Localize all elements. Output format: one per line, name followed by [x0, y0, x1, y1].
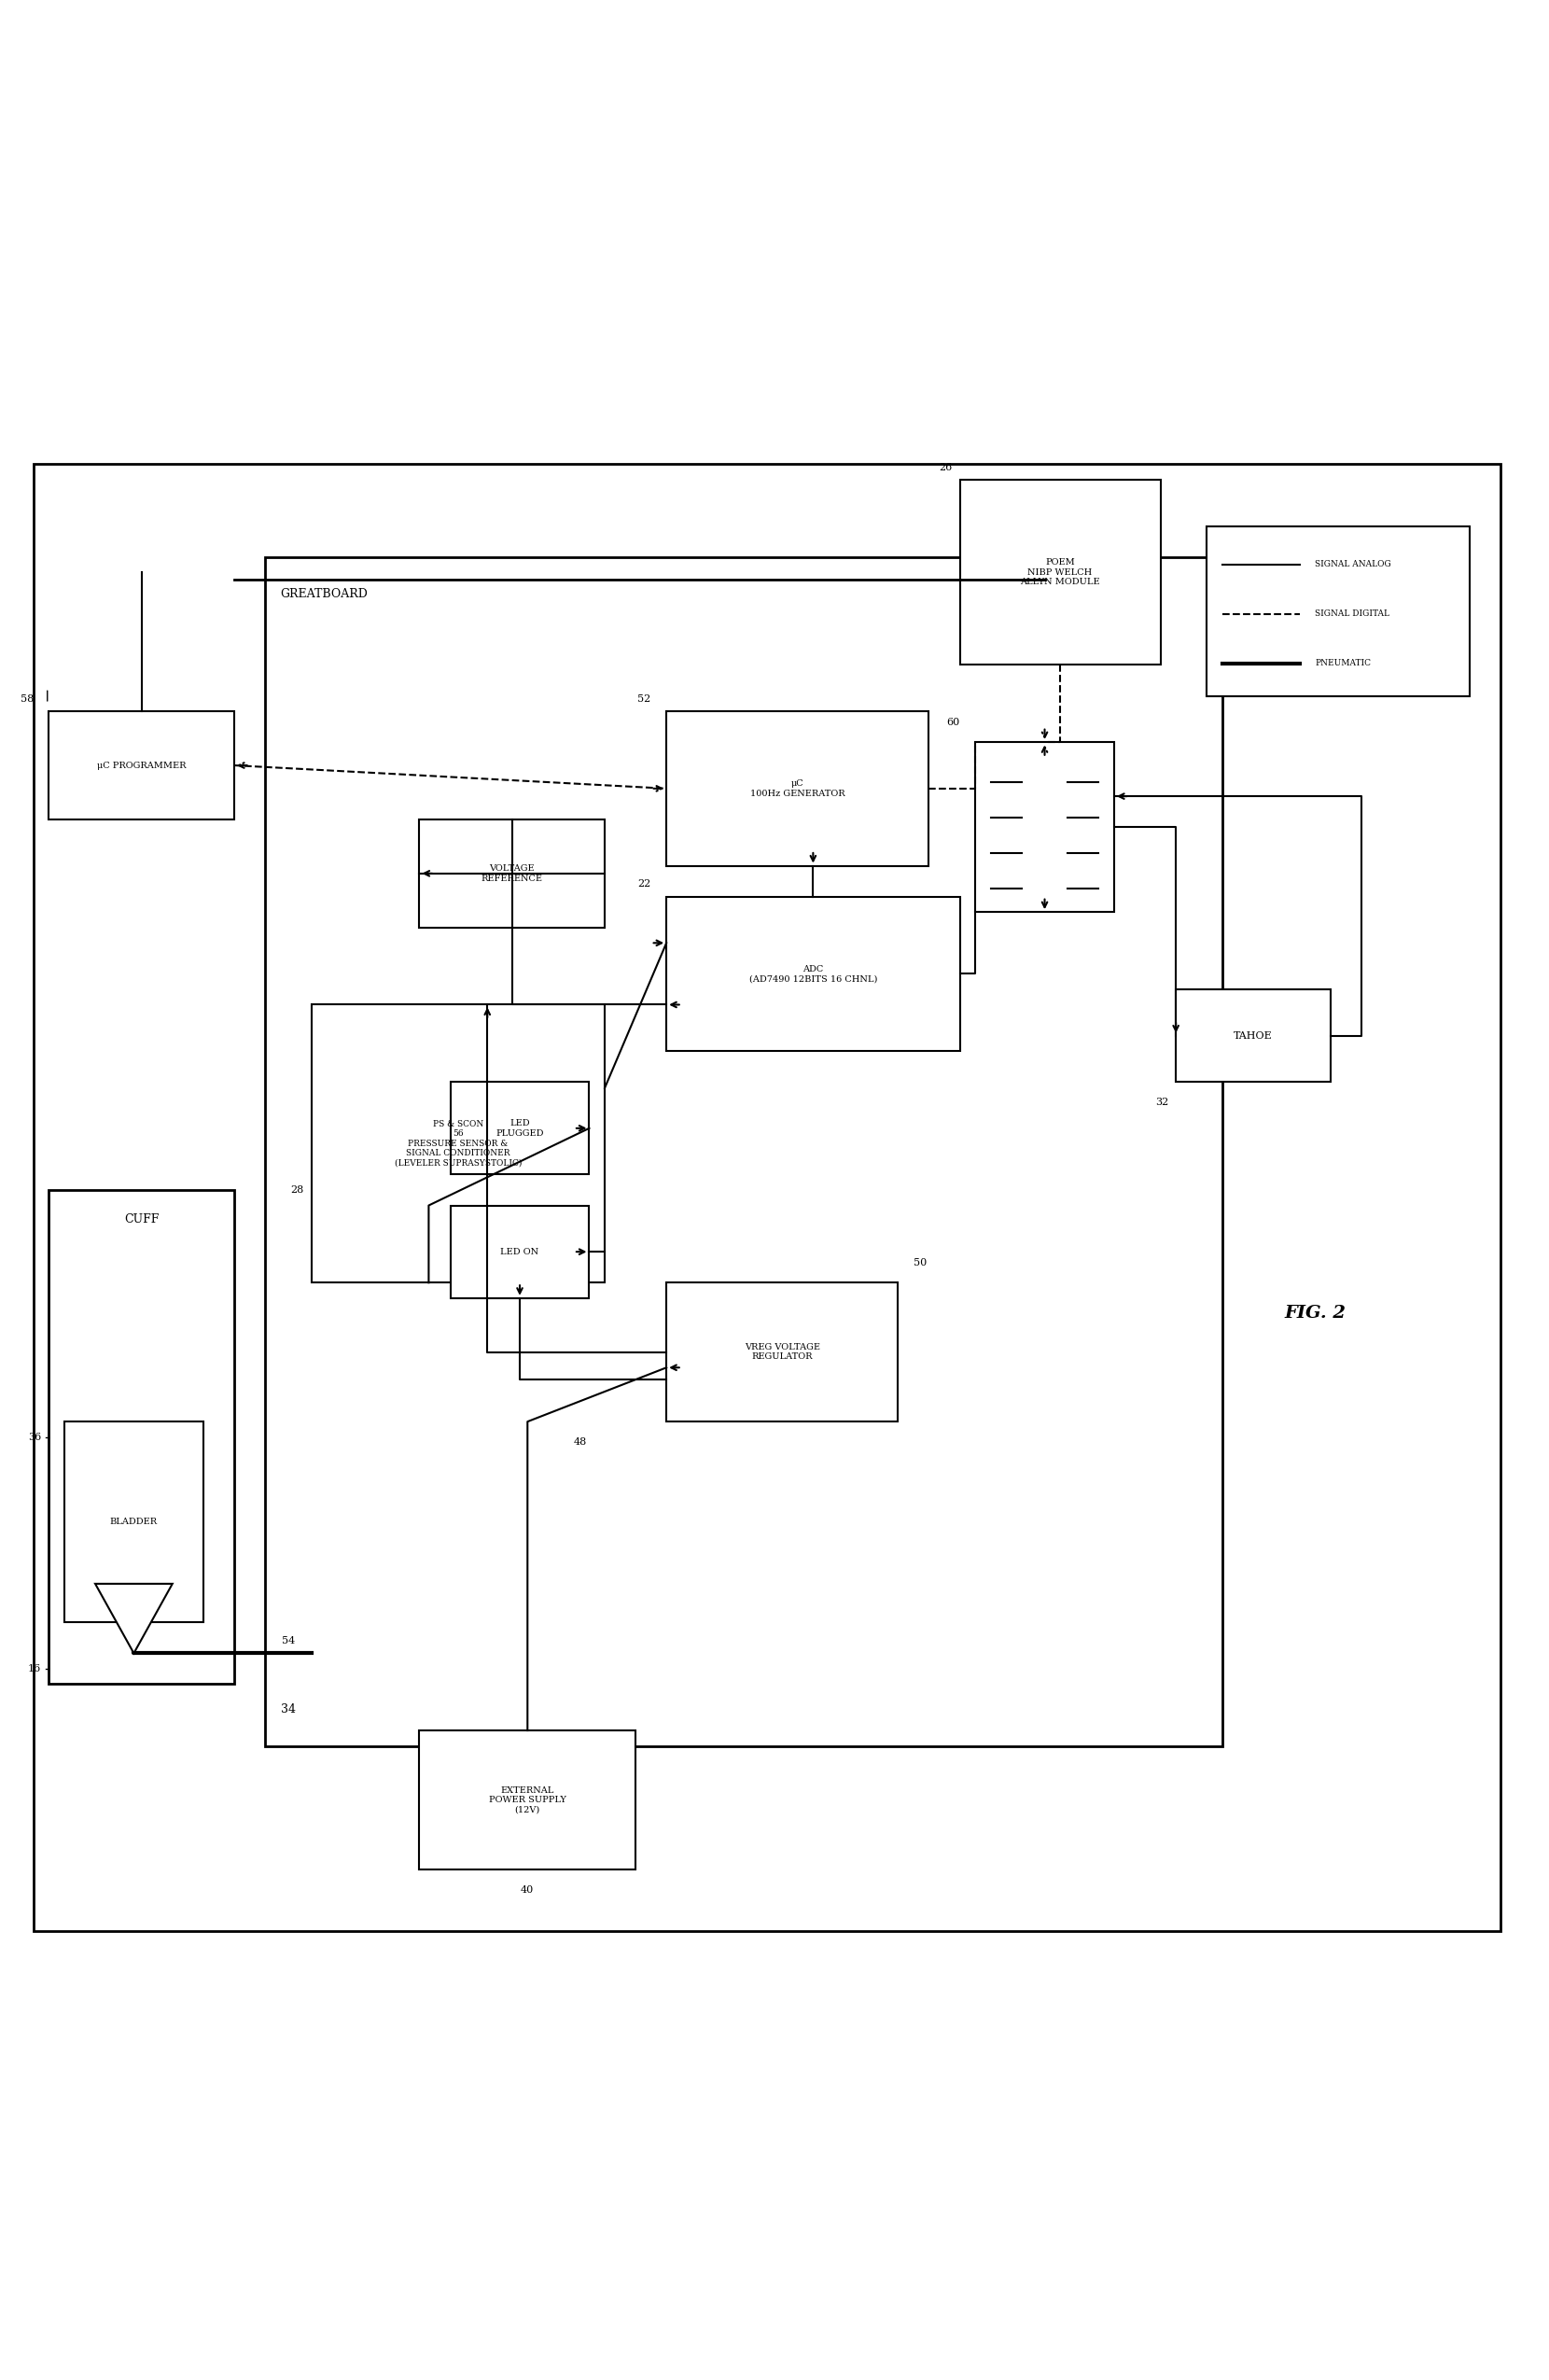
Text: 16: 16	[28, 1664, 42, 1673]
Text: BLADDER: BLADDER	[110, 1518, 158, 1526]
FancyBboxPatch shape	[420, 819, 604, 928]
FancyBboxPatch shape	[451, 1083, 589, 1176]
Text: μC
100Hz GENERATOR: μC 100Hz GENERATOR	[750, 781, 846, 797]
Text: SIGNAL ANALOG: SIGNAL ANALOG	[1315, 559, 1391, 569]
Text: CUFF: CUFF	[124, 1214, 160, 1226]
Text: LED
PLUGGED: LED PLUGGED	[496, 1119, 544, 1138]
Text: 22: 22	[638, 881, 651, 888]
FancyBboxPatch shape	[265, 557, 1222, 1747]
Text: 28: 28	[290, 1185, 304, 1195]
Text: GREATBOARD: GREATBOARD	[280, 588, 369, 600]
FancyBboxPatch shape	[34, 464, 1499, 1930]
Text: TAHOE: TAHOE	[1233, 1031, 1273, 1040]
Text: 58: 58	[20, 695, 34, 704]
Text: 32: 32	[1156, 1097, 1168, 1107]
Text: FIG. 2: FIG. 2	[1284, 1304, 1346, 1321]
Text: ADC
(AD7490 12BITS 16 CHNL): ADC (AD7490 12BITS 16 CHNL)	[750, 964, 877, 983]
FancyBboxPatch shape	[420, 1730, 635, 1868]
Text: 50: 50	[914, 1259, 926, 1266]
FancyBboxPatch shape	[1207, 526, 1468, 695]
Text: 52: 52	[638, 695, 651, 704]
FancyBboxPatch shape	[50, 712, 234, 819]
Text: 60: 60	[946, 716, 960, 726]
FancyBboxPatch shape	[50, 1190, 234, 1685]
Polygon shape	[94, 1583, 172, 1654]
FancyBboxPatch shape	[1176, 990, 1331, 1083]
FancyBboxPatch shape	[65, 1421, 203, 1623]
Text: POEM
NIBP WELCH
ALLYN MODULE: POEM NIBP WELCH ALLYN MODULE	[1021, 559, 1100, 585]
FancyBboxPatch shape	[666, 712, 929, 866]
Text: PNEUMATIC: PNEUMATIC	[1315, 659, 1371, 669]
FancyBboxPatch shape	[960, 481, 1160, 664]
Text: SIGNAL DIGITAL: SIGNAL DIGITAL	[1315, 609, 1389, 619]
FancyBboxPatch shape	[451, 1204, 589, 1297]
FancyBboxPatch shape	[666, 897, 960, 1052]
FancyBboxPatch shape	[666, 1283, 898, 1421]
FancyBboxPatch shape	[976, 743, 1114, 912]
Text: VREG VOLTAGE
REGULATOR: VREG VOLTAGE REGULATOR	[745, 1342, 819, 1361]
Text: VOLTAGE
REFERENCE: VOLTAGE REFERENCE	[482, 864, 542, 883]
Text: LED ON: LED ON	[500, 1247, 539, 1257]
Text: 34: 34	[280, 1702, 296, 1716]
Text: PS & SCON
56
PRESSURE SENSOR &
SIGNAL CONDITIONER
(LEVELER SUPRASYSTOLIC): PS & SCON 56 PRESSURE SENSOR & SIGNAL CO…	[395, 1121, 522, 1166]
FancyBboxPatch shape	[311, 1004, 604, 1283]
Text: EXTERNAL
POWER SUPPLY
(12V): EXTERNAL POWER SUPPLY (12V)	[489, 1785, 565, 1814]
Text: 36: 36	[28, 1433, 42, 1442]
Text: 54: 54	[282, 1635, 294, 1645]
Text: 48: 48	[573, 1438, 587, 1447]
Text: 40: 40	[520, 1885, 534, 1894]
Text: 26: 26	[939, 462, 953, 471]
Text: μC PROGRAMMER: μC PROGRAMMER	[98, 762, 186, 769]
